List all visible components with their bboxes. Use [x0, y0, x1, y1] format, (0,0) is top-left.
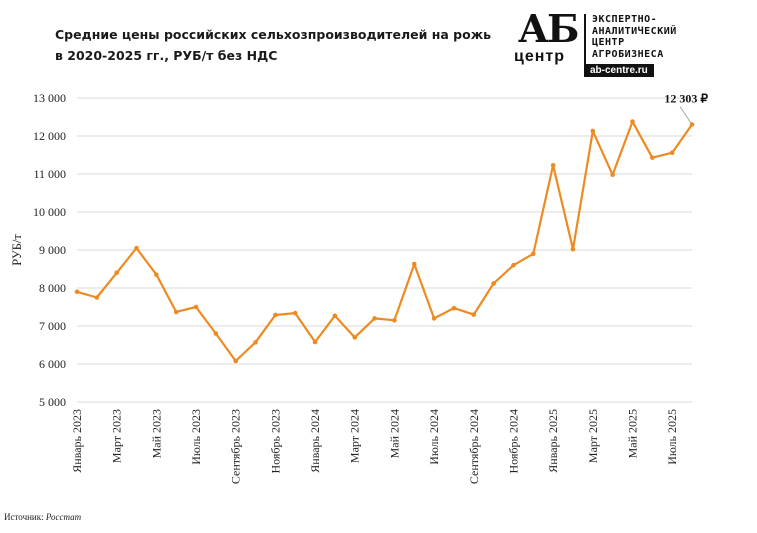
y-tick-label: 9 000 [39, 243, 66, 257]
logo-center-word: центр [514, 48, 566, 65]
series-line [76, 120, 693, 363]
data-point [530, 251, 536, 257]
y-tick-label: 10 000 [33, 205, 66, 219]
y-tick-label: 7 000 [39, 319, 66, 333]
y-tick-label: 13 000 [33, 91, 66, 105]
chart-title: Средние цены российских сельхозпроизводи… [55, 24, 495, 66]
annotation-label: 12 303 ₽ [664, 91, 708, 105]
grid-lines [77, 97, 692, 403]
y-tick-label: 5 000 [39, 395, 66, 409]
logo-divider [584, 14, 586, 64]
y-tick-label: 8 000 [39, 281, 66, 295]
data-point [610, 172, 615, 178]
data-point [193, 304, 199, 310]
x-tick-label: Май 2024 [387, 409, 401, 458]
data-point [372, 316, 377, 321]
logo-org-line-3: ЦЕНТР [592, 37, 625, 48]
logo-org-line-4: АГРОБИЗНЕСА [592, 48, 664, 60]
y-axis-ticks: 5 000 6 000 7 000 8 000 9 000 10 000 11 000 12 … [33, 91, 66, 409]
data-point [451, 305, 457, 311]
data-point [669, 150, 675, 156]
data-point [292, 310, 298, 316]
x-tick-label: Сентябрь 2023 [229, 409, 243, 484]
logo-org-name: ЭКСПЕРТНО- АНАЛИТИЧЕСКИЙ ЦЕНТР АГРОБИЗНЕ… [592, 14, 712, 60]
data-point [431, 316, 437, 321]
y-axis-label: РУБ/т [10, 234, 24, 266]
data-point [134, 245, 139, 251]
data-point [173, 309, 179, 315]
data-point [213, 331, 219, 336]
data-point [511, 262, 516, 268]
y-tick-label: 6 000 [39, 357, 66, 371]
x-tick-label: Март 2023 [110, 409, 124, 463]
x-tick-label: Июль 2025 [665, 409, 679, 465]
data-point [630, 119, 635, 124]
x-tick-label: Январь 2023 [70, 409, 84, 473]
data-point [550, 162, 556, 168]
data-point [392, 318, 397, 323]
logo-org-line-2: АНАЛИТИЧЕСКИЙ [592, 25, 677, 37]
ab-centre-logo: АБ центр ЭКСПЕРТНО- АНАЛИТИЧЕСКИЙ ЦЕНТР … [512, 6, 712, 80]
x-tick-label: Март 2024 [348, 409, 362, 463]
logo-ab-letters: АБ [518, 6, 579, 51]
data-point [74, 289, 80, 295]
data-point [94, 295, 100, 300]
data-point [471, 312, 477, 317]
data-point [491, 281, 496, 286]
data-point [114, 270, 119, 276]
data-point [154, 272, 159, 278]
x-tick-label: Март 2025 [586, 409, 600, 463]
x-tick-label: Май 2023 [149, 409, 163, 458]
x-tick-label: Сентябрь 2024 [467, 409, 481, 484]
source-name: Росстат [45, 512, 82, 522]
annotation-layer: 12 303 ₽ [664, 91, 708, 125]
chart-title-line-2: в 2020-2025 гг., РУБ/т без НДС [55, 48, 278, 63]
x-tick-label: Май 2025 [625, 409, 639, 458]
data-point [312, 339, 318, 345]
data-point [650, 155, 655, 160]
data-point [233, 358, 239, 364]
series-layer [74, 119, 695, 364]
data-point [570, 246, 576, 252]
x-tick-label: Июль 2023 [189, 409, 203, 465]
x-tick-label: Ноябрь 2023 [268, 409, 282, 474]
x-tick-label: Январь 2025 [546, 409, 560, 473]
data-point [273, 312, 278, 318]
chart-title-line-1: Средние цены российских сельхозпроизводи… [55, 27, 492, 42]
x-tick-label: Июль 2024 [427, 409, 441, 465]
data-point [332, 313, 338, 319]
x-tick-label: Январь 2024 [308, 409, 322, 473]
x-axis-ticks: Январь 2023 Март 2023 Май 2023 Июль 2023 Сен… [70, 409, 679, 484]
source-note: Источник: Росстат [4, 512, 81, 522]
annotation-leader [679, 106, 693, 125]
data-point [352, 335, 358, 340]
data-point [411, 261, 417, 267]
source-label: Источник: [4, 512, 44, 522]
data-point [590, 128, 596, 134]
y-tick-label: 11 000 [33, 167, 66, 181]
data-point [253, 340, 258, 345]
x-tick-label: Ноябрь 2024 [506, 409, 520, 474]
logo-url: ab-centre.ru [584, 64, 654, 77]
y-tick-label: 12 000 [33, 129, 66, 143]
logo-org-line-1: ЭКСПЕРТНО- [592, 14, 658, 25]
